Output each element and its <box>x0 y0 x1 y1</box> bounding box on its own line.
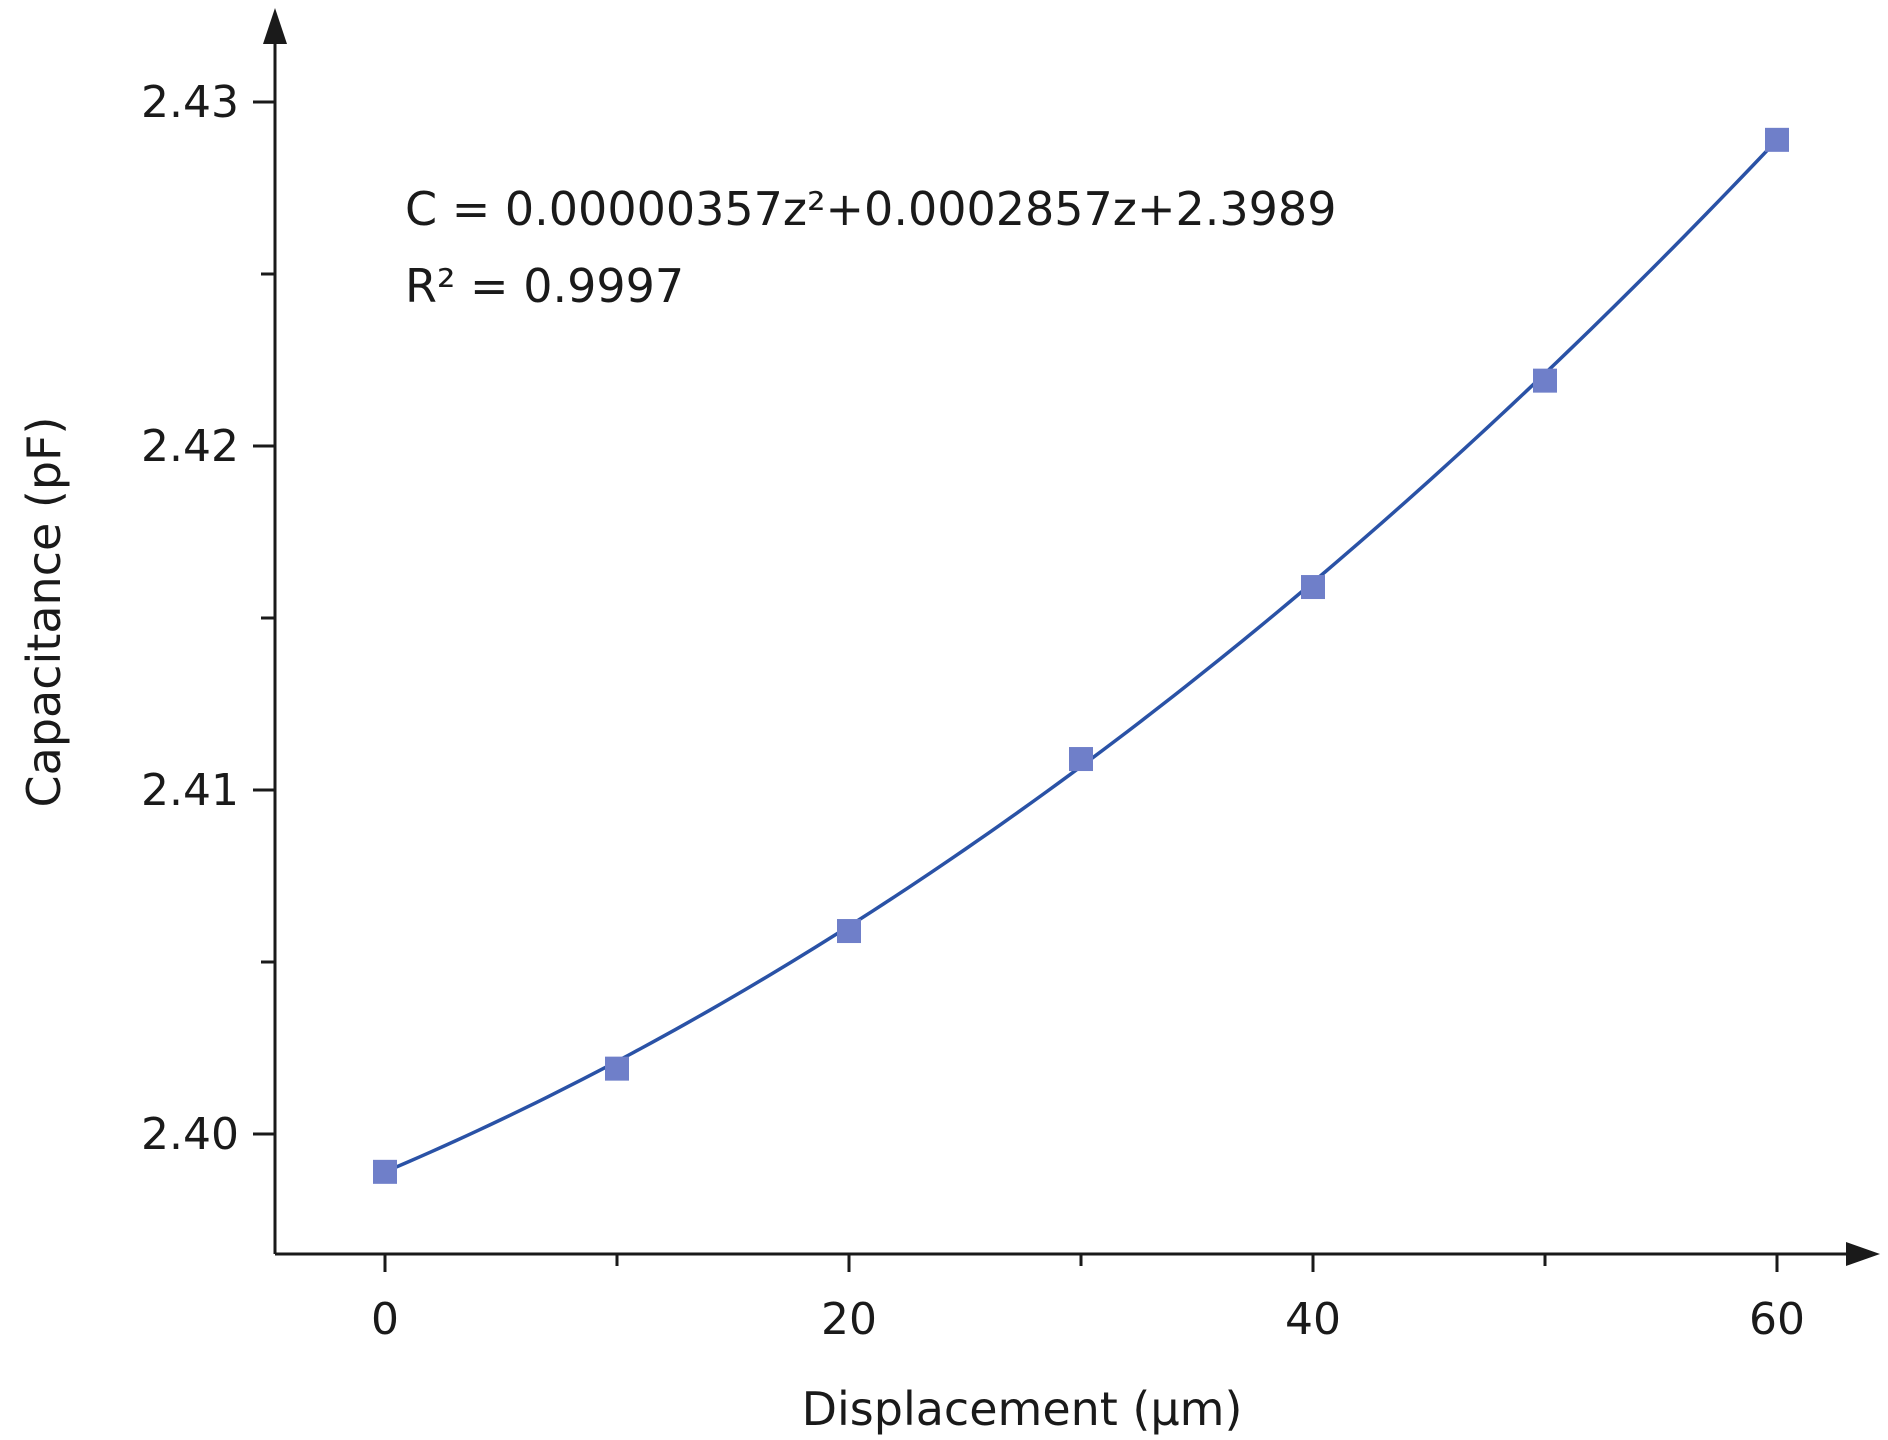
data-point-marker <box>1069 747 1093 772</box>
data-point-marker <box>605 1056 629 1081</box>
y-tick-label: 2.43 <box>141 77 239 128</box>
x-axis-arrow <box>1846 1242 1880 1266</box>
x-axis-title: Displacement (μm) <box>802 1382 1243 1436</box>
x-tick-label: 0 <box>371 1294 399 1345</box>
data-point-marker <box>1301 575 1325 600</box>
y-tick-label: 2.41 <box>141 765 239 816</box>
x-tick-label: 40 <box>1285 1294 1341 1345</box>
ticks: 0 20 40 60 2.40 2.41 2.42 2.43 <box>141 77 1805 1345</box>
data-points <box>373 127 1789 1184</box>
data-point-marker <box>1765 127 1789 152</box>
data-point-marker <box>373 1159 397 1184</box>
axes <box>263 8 1880 1266</box>
x-tick-label: 20 <box>821 1294 877 1345</box>
y-tick-label: 2.40 <box>141 1109 239 1160</box>
fit-equation: C = 0.00000357z²+0.0002857z+2.3989 <box>405 182 1336 236</box>
y-axis-arrow <box>263 8 287 44</box>
x-tick-label: 60 <box>1749 1294 1805 1345</box>
y-axis-title: Capacitance (pF) <box>17 417 71 808</box>
y-tick-label: 2.42 <box>141 421 239 472</box>
data-point-marker <box>837 919 861 944</box>
data-point-marker <box>1533 368 1557 393</box>
r-squared: R² = 0.9997 <box>405 259 684 313</box>
